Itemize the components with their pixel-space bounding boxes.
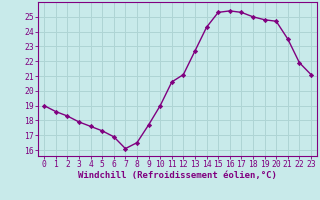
X-axis label: Windchill (Refroidissement éolien,°C): Windchill (Refroidissement éolien,°C) [78,171,277,180]
